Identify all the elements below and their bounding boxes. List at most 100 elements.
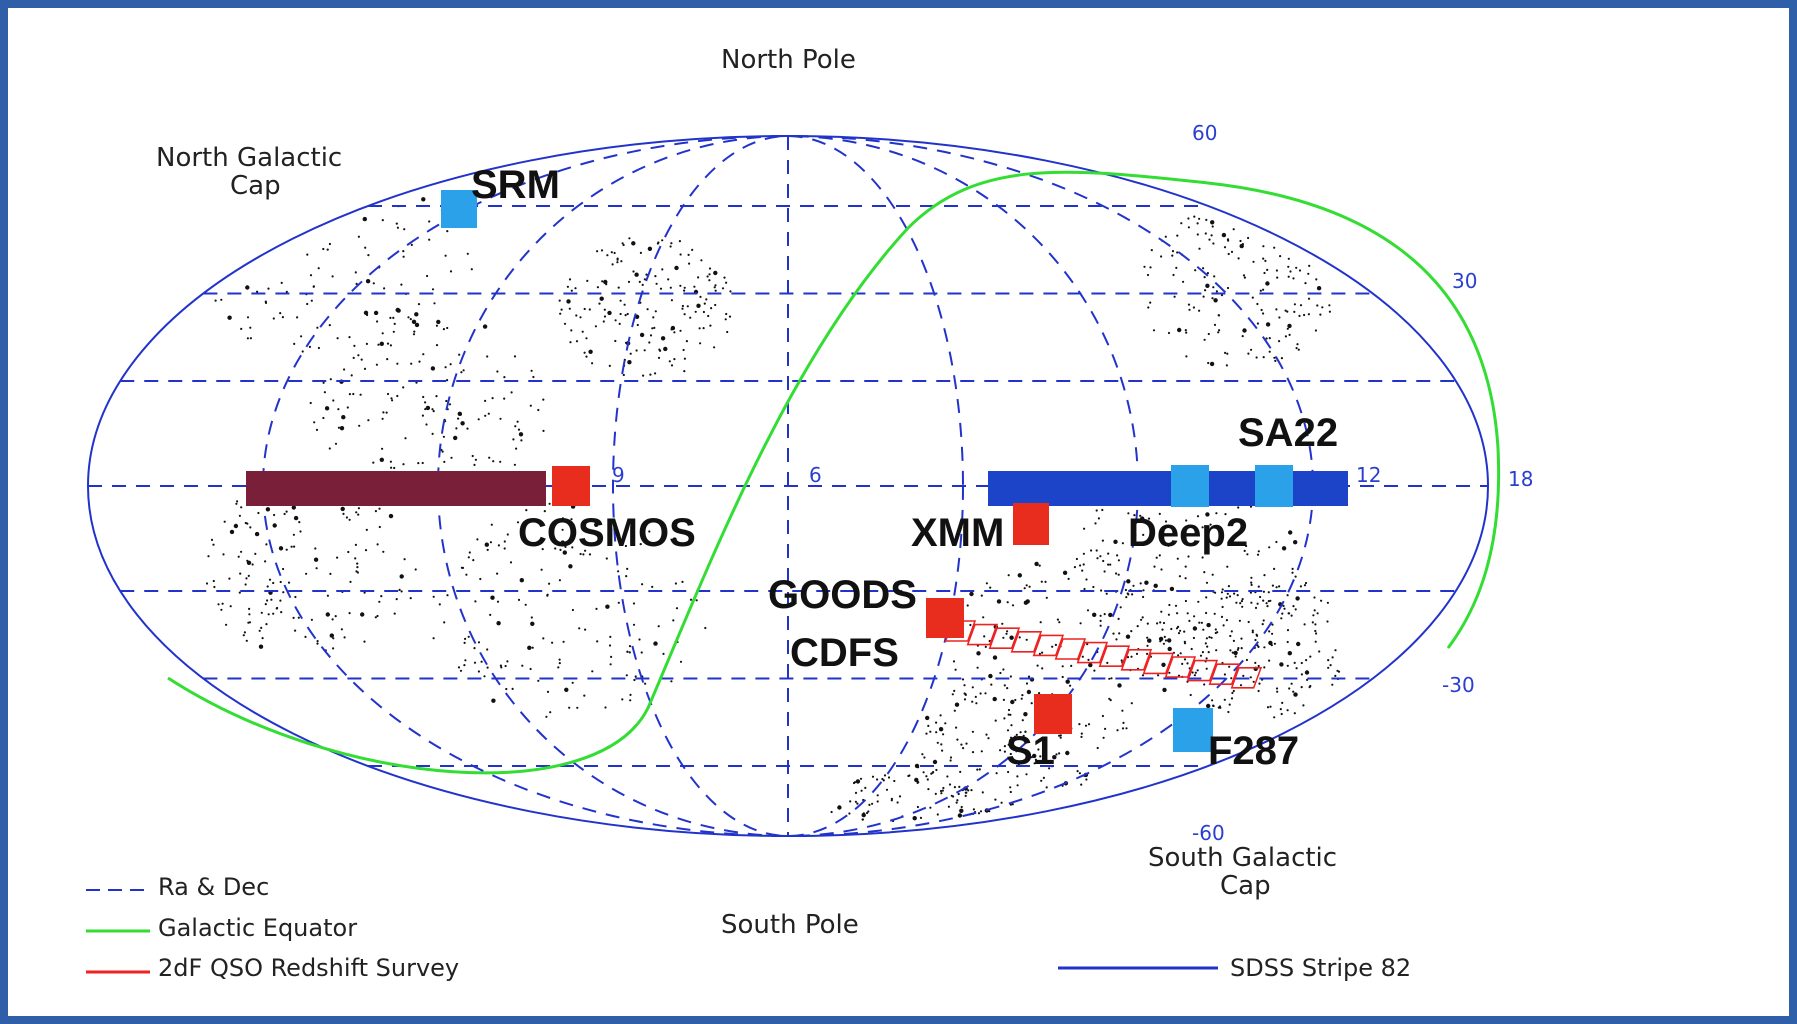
qso-dot — [1146, 622, 1149, 625]
qso-dot — [358, 424, 361, 427]
qso-dot — [682, 348, 685, 352]
qso-dot — [1102, 736, 1105, 739]
qso-dot — [470, 268, 473, 271]
qso-dot — [939, 714, 942, 717]
qso-dot — [571, 546, 574, 549]
qso-dot — [971, 700, 974, 703]
qso-dot — [348, 336, 351, 339]
qso-dot — [1001, 622, 1004, 625]
qso-dot — [409, 318, 412, 321]
qso-dot — [646, 308, 649, 311]
qso-dot — [411, 319, 417, 324]
qso-dot — [1313, 609, 1316, 612]
qso-dot — [1112, 632, 1115, 635]
qso-dot — [695, 599, 698, 602]
qso-dot — [1211, 297, 1214, 300]
qso-dot — [313, 557, 319, 562]
qso-dot — [1021, 694, 1024, 697]
qso-dot — [1041, 667, 1044, 670]
qso-dot — [457, 417, 460, 420]
qso-dot — [300, 335, 303, 338]
qso-dot — [673, 331, 676, 334]
qso-dot — [1125, 596, 1128, 599]
qso-dot — [1192, 306, 1195, 309]
qso-dot — [670, 299, 674, 302]
qso-dot — [1177, 632, 1181, 635]
qso-dot — [467, 635, 470, 638]
qso-dot — [944, 722, 947, 725]
qso-dot — [1019, 731, 1022, 734]
qso-dot — [491, 397, 494, 400]
qso-dot — [1131, 593, 1134, 596]
qso-dot — [214, 299, 217, 302]
qso-dot — [1205, 512, 1210, 517]
qso-dot — [514, 425, 517, 428]
qso-dot — [1202, 628, 1205, 631]
qso-dot — [1286, 310, 1289, 313]
qso-dot — [1003, 684, 1006, 687]
qso-dot — [955, 726, 958, 729]
qso-dot — [683, 370, 686, 373]
qso-dot — [1164, 235, 1167, 238]
qso-dot — [1009, 675, 1013, 678]
qso-dot — [721, 287, 725, 290]
qso-dot — [355, 570, 358, 573]
qso-strip-cell — [1142, 652, 1175, 675]
qso-dot — [617, 601, 620, 604]
qso-dot — [1118, 632, 1121, 635]
qso-dot — [372, 461, 375, 464]
qso-dot — [559, 312, 562, 315]
qso-dot — [530, 621, 535, 626]
qso-dot — [1257, 689, 1260, 693]
qso-dot — [1207, 332, 1210, 336]
qso-dot — [898, 795, 902, 798]
qso-dot — [1259, 289, 1262, 292]
qso-dot — [607, 310, 612, 316]
qso-dot — [726, 330, 729, 334]
qso-dot — [1262, 312, 1265, 315]
goods-label: GOODS — [768, 573, 917, 617]
qso-dot — [360, 358, 363, 361]
qso-dot — [1002, 636, 1005, 639]
qso-dot — [603, 279, 608, 285]
qso-dot — [339, 426, 345, 431]
qso-dot — [294, 595, 297, 599]
qso-dot — [1192, 626, 1196, 629]
qso-dot — [220, 608, 223, 611]
qso-dot — [257, 511, 260, 515]
qso-dot — [1171, 250, 1175, 253]
qso-dot — [1262, 257, 1265, 260]
qso-dot — [679, 329, 682, 332]
qso-dot — [1225, 596, 1228, 599]
qso-dot — [1224, 351, 1227, 354]
qso-dot — [705, 298, 708, 301]
qso-dot — [404, 437, 407, 440]
qso-dot — [314, 547, 317, 550]
qso-dot — [1099, 619, 1102, 623]
qso-dot — [1009, 790, 1012, 794]
qso-dot — [448, 403, 452, 406]
qso-dot — [551, 641, 554, 644]
qso-dot — [298, 521, 301, 524]
qso-dot — [956, 799, 959, 802]
qso-dot — [1213, 298, 1218, 303]
qso-dot — [713, 346, 716, 349]
qso-dot — [524, 603, 527, 606]
qso-dot — [425, 405, 431, 411]
qso-dot — [291, 505, 296, 510]
qso-dot — [1162, 621, 1166, 625]
qso-dot — [519, 578, 524, 583]
qso-dot — [1185, 331, 1188, 334]
qso-dot — [1172, 531, 1175, 534]
qso-dot — [1186, 662, 1189, 665]
qso-dot — [568, 307, 571, 310]
qso-dot — [1164, 520, 1168, 523]
qso-dot — [1083, 527, 1086, 530]
qso-dot — [1229, 649, 1232, 652]
qso-dot — [854, 791, 858, 795]
qso-dot — [1265, 602, 1268, 605]
qso-dot — [963, 698, 967, 701]
qso-dot — [1228, 703, 1231, 706]
qso-dot — [435, 324, 438, 327]
qso-dot — [1141, 674, 1145, 677]
